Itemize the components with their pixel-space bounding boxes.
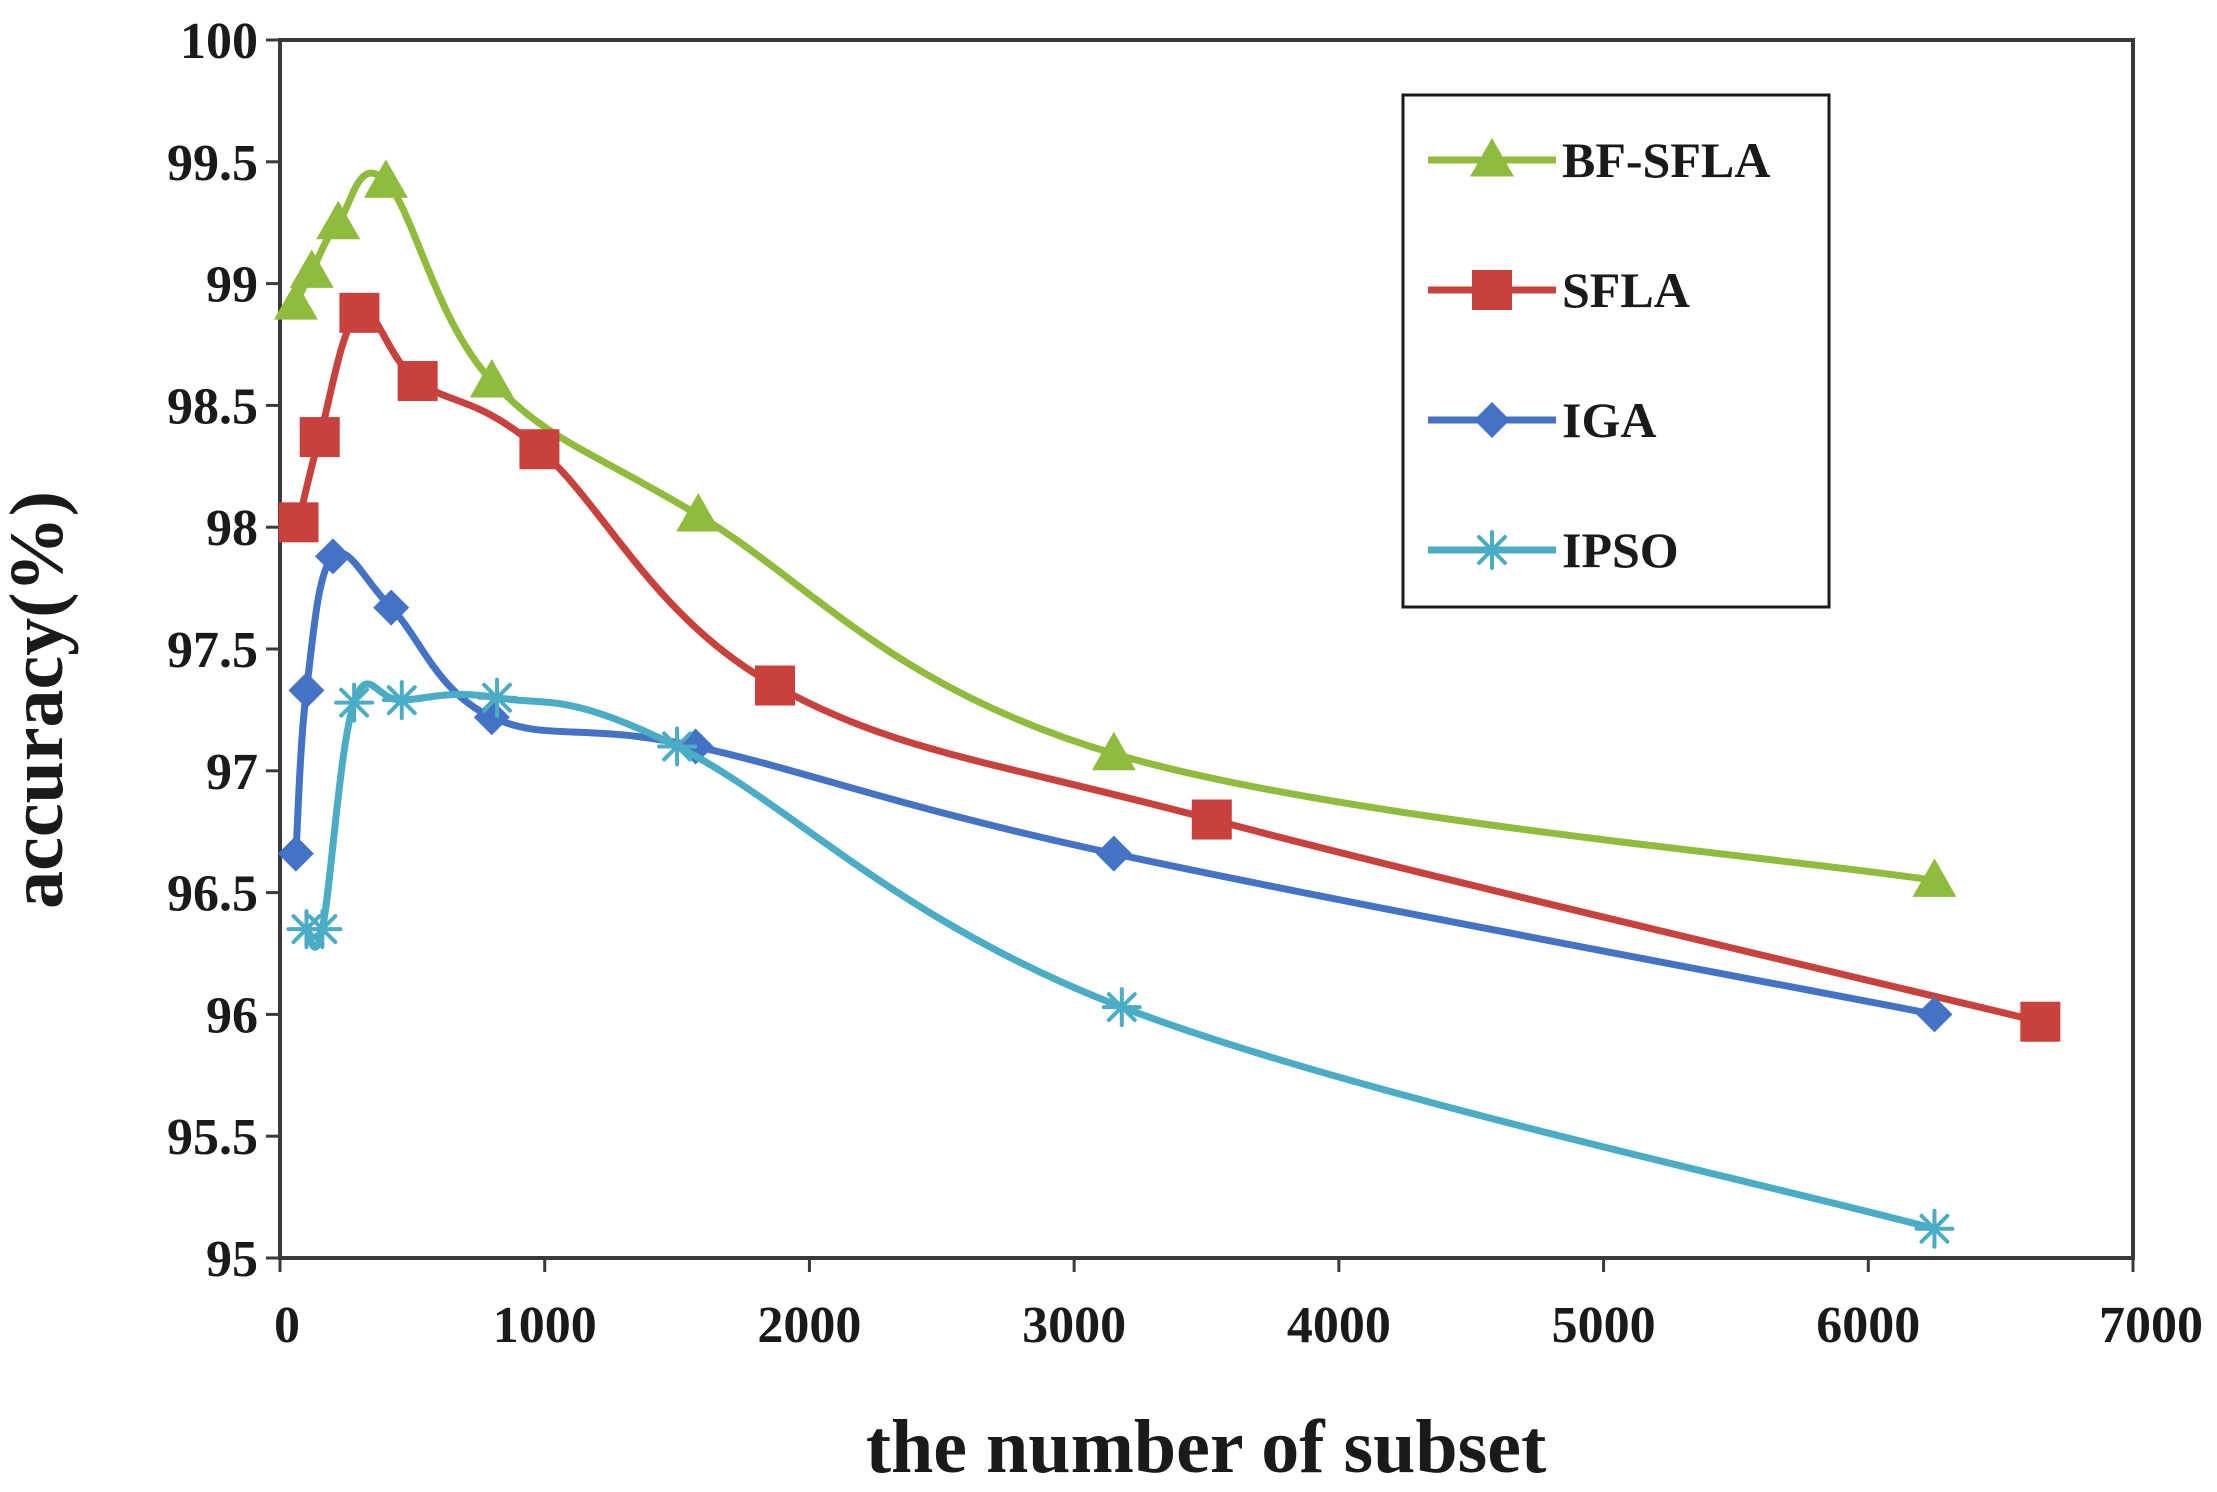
data-point-bf-sfla	[1912, 858, 1957, 897]
legend-label: IPSO	[1562, 522, 1679, 578]
y-tick-label: 98	[206, 500, 258, 557]
series-line-ipso	[302, 680, 1936, 1233]
legend-item-sfla: SFLA	[1428, 262, 1690, 318]
data-point-ipso	[334, 682, 375, 723]
series-line-sfla	[295, 308, 2042, 1026]
legend: BF-SFLA SFLA IGA IPSO	[1401, 93, 1831, 609]
x-tick-label: 1000	[493, 1297, 597, 1354]
y-tick-label: 100	[180, 13, 258, 70]
y-tick-label: 96	[206, 987, 258, 1044]
y-tick-label: 99.5	[167, 135, 258, 192]
legend-marker-ipso	[1472, 530, 1512, 570]
data-point-bf-sfla	[289, 249, 334, 288]
x-axis-ticks: 0 1000 2000 3000 4000 5000 6000 7000	[274, 1258, 2203, 1354]
data-point-bf-sfla	[363, 159, 408, 198]
data-point-sfla	[1191, 799, 1232, 840]
series-line-iga	[292, 549, 1936, 1018]
data-point-sfla	[278, 502, 319, 543]
series-layer	[273, 159, 2061, 1249]
series-sfla	[278, 292, 2061, 1042]
x-tick-label: 4000	[1287, 1297, 1391, 1354]
y-tick-label: 95.5	[167, 1109, 258, 1166]
series-ipso	[286, 677, 1955, 1249]
x-tick-label: 5000	[1552, 1297, 1656, 1354]
y-tick-label: 97	[206, 744, 258, 801]
x-axis-title: the number of subset	[866, 1405, 1547, 1489]
data-point-iga	[373, 589, 410, 626]
legend-marker-sfla	[1472, 270, 1512, 310]
series-bf-sfla	[273, 159, 1957, 897]
legend-box	[1401, 93, 1831, 609]
legend-item-iga: IGA	[1428, 392, 1656, 448]
legend-label: IGA	[1562, 392, 1656, 448]
data-point-ipso	[657, 726, 698, 767]
data-point-bf-sfla	[469, 359, 514, 398]
data-point-iga	[1095, 835, 1132, 872]
y-tick-label: 99	[206, 257, 258, 314]
data-point-ipso	[1101, 987, 1142, 1028]
data-point-sfla	[397, 361, 438, 402]
data-point-bf-sfla	[273, 281, 318, 320]
legend-label: SFLA	[1562, 262, 1690, 318]
x-tick-label: 7000	[2099, 1297, 2203, 1354]
y-tick-label: 98.5	[167, 378, 258, 435]
data-point-ipso	[477, 677, 518, 718]
legend-item-bf-sfla: BF-SFLA	[1428, 132, 1770, 188]
data-point-sfla	[519, 429, 560, 470]
data-point-bf-sfla	[676, 493, 721, 532]
legend-marker-bf-sfla	[1470, 138, 1514, 177]
data-point-bf-sfla	[316, 200, 361, 240]
data-point-iga	[1916, 996, 1953, 1033]
data-point-iga	[314, 538, 351, 575]
legend-marker-iga	[1474, 402, 1510, 438]
plot-area	[278, 38, 2135, 1260]
y-tick-label: 97.5	[167, 622, 258, 679]
data-point-ipso	[302, 909, 343, 950]
data-point-sfla	[339, 292, 380, 333]
data-point-sfla	[299, 417, 340, 458]
data-point-sfla	[2020, 1001, 2061, 1042]
data-point-iga	[473, 699, 510, 736]
data-point-iga	[288, 672, 325, 709]
legend-items: BF-SFLA SFLA IGA IPSO	[1428, 132, 1770, 578]
data-point-ipso	[1914, 1208, 1955, 1249]
legend-label: BF-SFLA	[1562, 132, 1770, 188]
data-point-bf-sfla	[1091, 731, 1136, 771]
x-tick-label: 0	[274, 1297, 300, 1354]
x-tick-label: 6000	[1816, 1297, 1920, 1354]
data-point-sfla	[755, 665, 796, 706]
data-point-ipso	[381, 680, 422, 721]
series-iga	[277, 538, 1953, 1033]
data-point-iga	[277, 835, 314, 872]
y-tick-label: 95	[206, 1231, 258, 1288]
x-tick-label: 2000	[757, 1297, 861, 1354]
y-tick-label: 96.5	[167, 866, 258, 923]
legend-item-ipso: IPSO	[1428, 522, 1679, 578]
x-tick-label: 3000	[1022, 1297, 1126, 1354]
y-axis-title: accuracy(%)	[0, 491, 79, 909]
y-axis-ticks: 95 95.5 96 96.5 97 97.5 98 98.5 99 99.5 100	[167, 13, 280, 1288]
